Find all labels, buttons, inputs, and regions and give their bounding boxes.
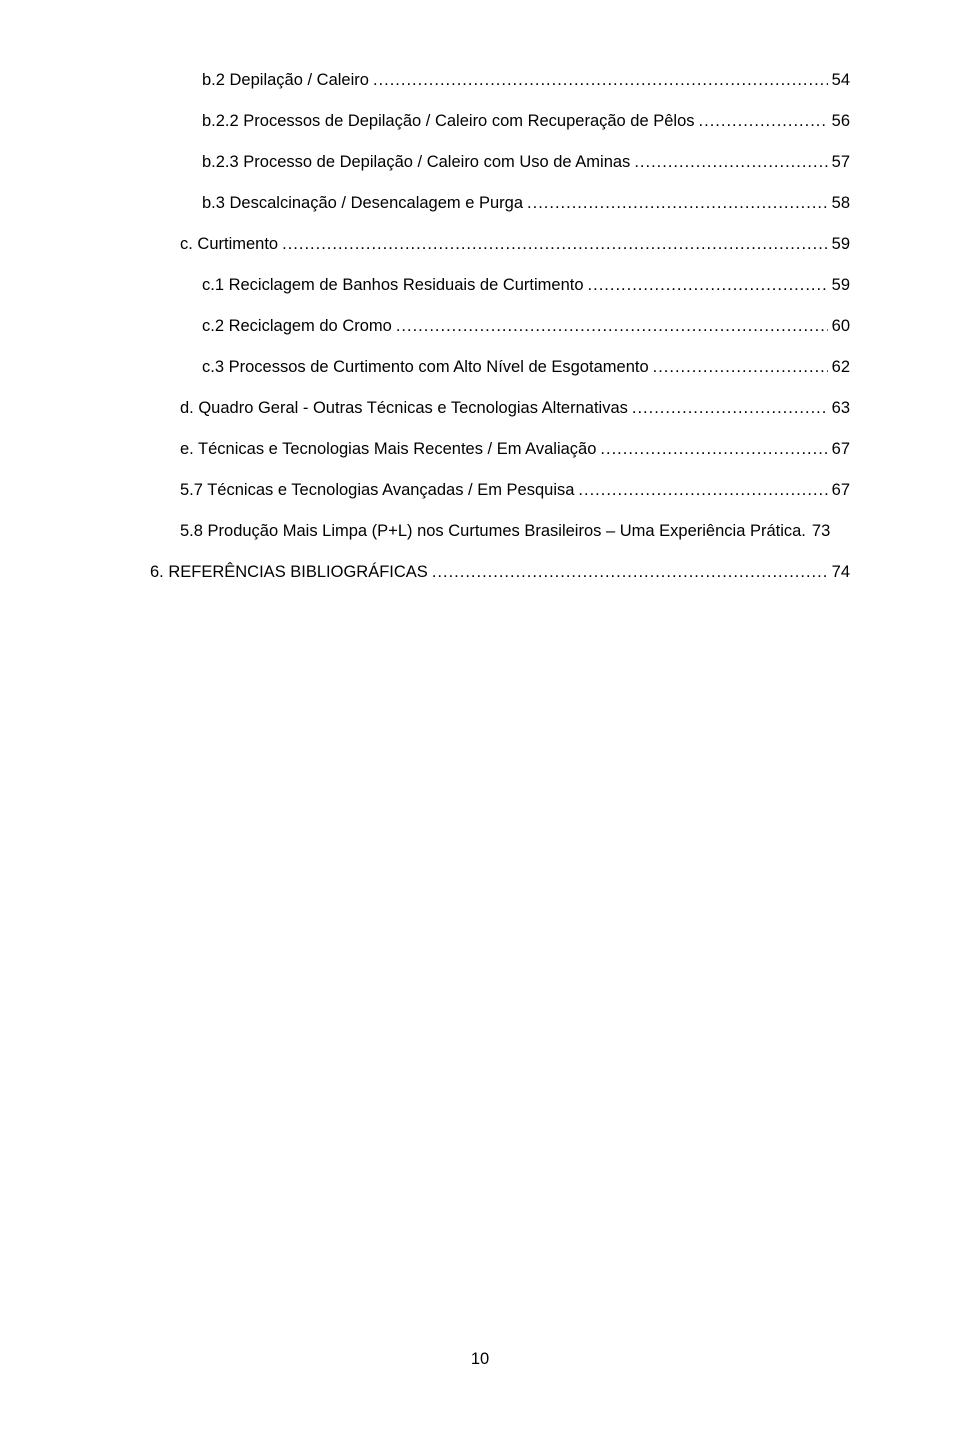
toc-entry-page: 62 [832, 351, 850, 384]
toc-entry: 6. REFERÊNCIAS BIBLIOGRÁFICAS 74 [150, 556, 850, 589]
toc-entry-page: 59 [832, 269, 850, 302]
toc-entry: c.1 Reciclagem de Banhos Residuais de Cu… [150, 269, 850, 302]
toc-entry-label: 6. REFERÊNCIAS BIBLIOGRÁFICAS [150, 556, 428, 589]
toc-entry-label: b.2.2 Processos de Depilação / Caleiro c… [202, 105, 695, 138]
toc-entry: b.3 Descalcinação / Desencalagem e Purga… [150, 187, 850, 220]
toc-entry-page: 58 [832, 187, 850, 220]
toc-entry-label: b.2 Depilação / Caleiro [202, 64, 369, 97]
toc-entry-label: 5.8 Produção Mais Limpa (P+L) nos Curtum… [180, 515, 806, 548]
toc-leader-dots [432, 556, 828, 589]
toc-entry-page: 57 [832, 146, 850, 179]
toc-entry-label: c. Curtimento [180, 228, 278, 261]
toc-leader-dots [632, 392, 828, 425]
document-page: b.2 Depilação / Caleiro 54 b.2.2 Processos… [0, 0, 960, 1436]
toc-entry-page: 63 [832, 392, 850, 425]
toc-entry: b.2 Depilação / Caleiro 54 [150, 64, 850, 97]
toc-entry-label: 5.7 Técnicas e Tecnologias Avançadas / E… [180, 474, 574, 507]
toc-entry-label: c.3 Processos de Curtimento com Alto Nív… [202, 351, 649, 384]
toc-entry-label: b.2.3 Processo de Depilação / Caleiro co… [202, 146, 630, 179]
toc-entry-page: 67 [832, 474, 850, 507]
toc-leader-dots [578, 474, 827, 507]
toc-entry-page: 56 [832, 105, 850, 138]
toc-entry-label: b.3 Descalcinação / Desencalagem e Purga [202, 187, 523, 220]
toc-entry: e. Técnicas e Tecnologias Mais Recentes … [150, 433, 850, 466]
toc-leader-dots [527, 187, 828, 220]
toc-entry: c.3 Processos de Curtimento com Alto Nív… [150, 351, 850, 384]
toc-leader-dots [600, 433, 827, 466]
toc-entry: b.2.2 Processos de Depilação / Caleiro c… [150, 105, 850, 138]
toc-entry-page: 60 [832, 310, 850, 343]
toc-entry-page: 54 [832, 64, 850, 97]
toc-leader-dots [634, 146, 827, 179]
page-number: 10 [0, 1343, 960, 1376]
toc-entry-page: 67 [832, 433, 850, 466]
toc-leader-dots [699, 105, 828, 138]
toc-entry: d. Quadro Geral - Outras Técnicas e Tecn… [150, 392, 850, 425]
toc-leader-dots [653, 351, 828, 384]
table-of-contents: b.2 Depilação / Caleiro 54 b.2.2 Processos… [150, 64, 850, 589]
toc-entry-label: c.2 Reciclagem do Cromo [202, 310, 392, 343]
toc-leader-dots [373, 64, 828, 97]
toc-entry-page: 74 [832, 556, 850, 589]
toc-entry: c. Curtimento 59 [150, 228, 850, 261]
toc-entry: 5.8 Produção Mais Limpa (P+L) nos Curtum… [150, 515, 850, 548]
toc-entry-label: e. Técnicas e Tecnologias Mais Recentes … [180, 433, 596, 466]
toc-entry-label: c.1 Reciclagem de Banhos Residuais de Cu… [202, 269, 584, 302]
toc-entry-label: d. Quadro Geral - Outras Técnicas e Tecn… [180, 392, 628, 425]
toc-entry-page: 73 [812, 515, 830, 548]
toc-entry: 5.7 Técnicas e Tecnologias Avançadas / E… [150, 474, 850, 507]
toc-leader-dots [396, 310, 828, 343]
toc-leader-dots [282, 228, 828, 261]
toc-entry: c.2 Reciclagem do Cromo 60 [150, 310, 850, 343]
toc-entry-page: 59 [832, 228, 850, 261]
toc-leader-dots [588, 269, 828, 302]
toc-entry: b.2.3 Processo de Depilação / Caleiro co… [150, 146, 850, 179]
